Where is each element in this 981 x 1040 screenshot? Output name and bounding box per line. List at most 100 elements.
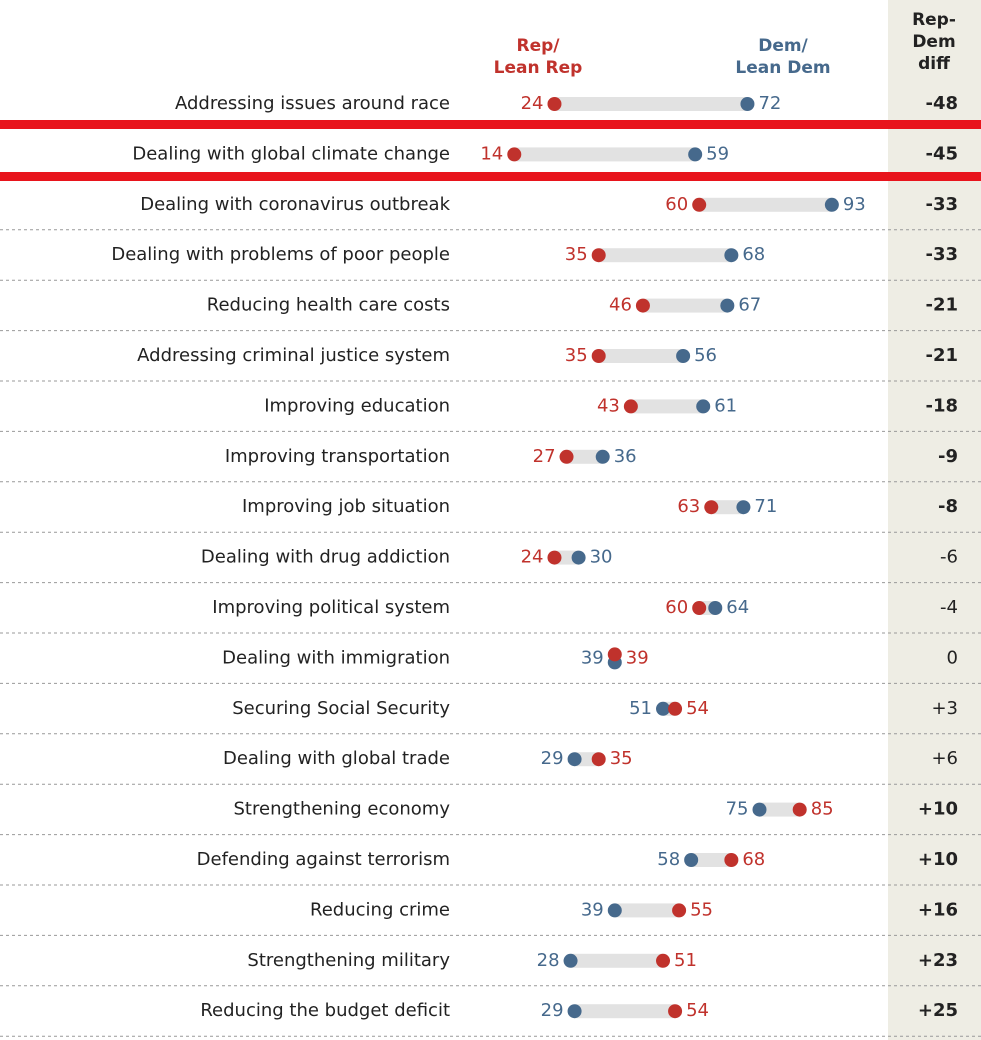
value-label: 24	[521, 547, 544, 568]
range-bar	[598, 349, 684, 363]
value-label: 35	[610, 748, 633, 769]
dot	[591, 752, 606, 767]
category-label: Improving transportation	[225, 446, 450, 467]
value-label: 35	[565, 244, 588, 265]
value-label: 24	[521, 93, 544, 114]
range-bar	[630, 399, 704, 414]
value-label: 51	[674, 950, 697, 971]
dot	[559, 449, 574, 464]
dot	[752, 802, 767, 817]
range-bar	[574, 1004, 676, 1019]
dot	[704, 500, 719, 515]
value-label: 55	[690, 899, 713, 920]
value-label: 39	[581, 899, 604, 920]
dot	[708, 601, 723, 615]
range-bar	[554, 97, 748, 111]
dot	[720, 298, 735, 313]
value-label: 85	[811, 799, 834, 820]
dot	[696, 399, 711, 414]
category-label: Improving education	[264, 395, 450, 416]
dot	[607, 647, 622, 662]
diff-label: +6	[931, 748, 958, 769]
value-label: 29	[541, 748, 564, 769]
value-label: 36	[614, 446, 637, 467]
value-label: 54	[686, 698, 709, 719]
value-label: 75	[726, 799, 749, 820]
value-label: 27	[533, 446, 556, 467]
dot	[567, 752, 582, 767]
value-label: 35	[565, 345, 588, 366]
value-label: 68	[742, 244, 765, 265]
value-label: 63	[677, 496, 700, 517]
diff-header: Rep-	[912, 10, 956, 30]
value-label: 68	[742, 849, 765, 870]
value-label: 64	[726, 597, 749, 618]
value-label: 43	[597, 395, 620, 416]
dot	[740, 97, 755, 111]
dot	[547, 97, 562, 111]
diff-header: diff	[918, 54, 950, 74]
rep-header: Lean Rep	[494, 58, 583, 78]
diff-label: +25	[918, 1000, 958, 1021]
dot	[824, 197, 839, 212]
diff-label: +10	[918, 849, 958, 870]
value-label: 39	[626, 647, 649, 668]
category-label: Securing Social Security	[232, 698, 450, 719]
highlight-line	[0, 172, 981, 181]
dot	[563, 953, 578, 968]
dot	[668, 701, 683, 716]
diff-label: +16	[918, 899, 958, 920]
category-label: Defending against terrorism	[197, 849, 450, 870]
dot	[676, 349, 691, 363]
dot	[571, 550, 586, 565]
dot	[692, 197, 707, 212]
dot	[547, 550, 562, 565]
range-bar	[642, 298, 728, 313]
category-label: Addressing issues around race	[175, 93, 450, 114]
value-label: 39	[581, 647, 604, 668]
category-label: Dealing with problems of poor people	[111, 244, 450, 265]
category-label: Dealing with drug addiction	[201, 547, 450, 568]
dot	[635, 298, 650, 313]
dot	[623, 399, 638, 414]
category-label: Addressing criminal justice system	[137, 345, 450, 366]
value-label: 60	[665, 194, 688, 215]
diff-label: +23	[918, 950, 958, 971]
dot	[591, 248, 606, 263]
diff-label: -9	[938, 446, 958, 467]
category-label: Dealing with global trade	[223, 748, 450, 769]
dem-header: Lean Dem	[735, 58, 830, 78]
value-label: 54	[686, 1000, 709, 1021]
dot	[507, 147, 522, 162]
value-label: 72	[758, 93, 781, 114]
diff-label: -6	[940, 547, 958, 568]
diff-label: -33	[925, 194, 958, 215]
diff-label: -21	[925, 295, 958, 316]
value-label: 61	[714, 395, 737, 416]
range-bar	[699, 197, 832, 212]
value-label: 29	[541, 1000, 564, 1021]
category-label: Reducing the budget deficit	[200, 1000, 450, 1021]
value-label: 71	[754, 496, 777, 517]
dot	[567, 1004, 582, 1019]
dot	[656, 953, 671, 968]
dot	[736, 500, 751, 515]
category-label: Strengthening military	[247, 950, 450, 971]
category-label: Reducing health care costs	[207, 295, 450, 316]
range-bar	[598, 248, 732, 263]
rep-header: Rep/	[517, 36, 561, 56]
value-label: 28	[537, 950, 560, 971]
diff-label: -45	[925, 143, 958, 164]
dot	[591, 349, 606, 363]
value-label: 67	[738, 295, 761, 316]
value-label: 60	[665, 597, 688, 618]
range-bar	[614, 903, 680, 918]
range-bar	[566, 449, 603, 464]
dem-header: Dem/	[758, 36, 808, 56]
diff-label: +3	[931, 698, 958, 719]
value-label: 14	[480, 143, 503, 164]
diff-label: -21	[925, 345, 958, 366]
dot	[688, 147, 703, 162]
range-bar	[691, 853, 732, 867]
highlight-line	[0, 120, 981, 129]
